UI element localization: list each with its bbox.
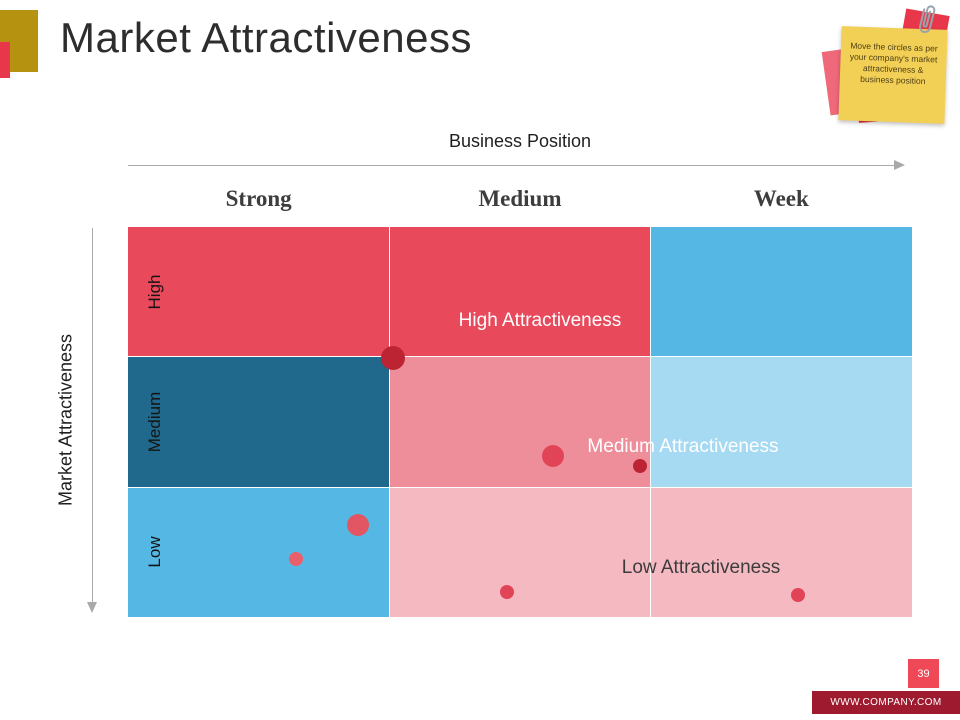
matrix-cell-high-strong: High: [128, 227, 389, 357]
sticky-note: Move the circles as per your company's m…: [838, 26, 948, 124]
page-number: 39: [908, 659, 939, 688]
row-label-high: High: [145, 274, 164, 310]
position-circle-3[interactable]: [633, 459, 647, 473]
position-circle-5[interactable]: [289, 552, 303, 566]
position-circle-1[interactable]: [381, 346, 405, 370]
y-axis-arrowhead-icon: [87, 602, 97, 613]
matrix-cell-medium-strong: Medium: [128, 357, 389, 487]
x-axis-line: [128, 165, 894, 166]
y-axis-title: Market Attractiveness: [55, 333, 76, 507]
matrix-cell-low-medium: [389, 487, 651, 617]
page-title: Market Attractiveness: [60, 14, 472, 61]
x-axis-arrowhead-icon: [894, 160, 905, 170]
column-header-strong: Strong: [225, 186, 292, 211]
column-headers: Strong Medium Week: [128, 186, 912, 212]
title-accent-red: [0, 42, 10, 78]
matrix-cell-high-medium: [389, 227, 651, 357]
position-circle-7[interactable]: [791, 588, 805, 602]
matrix-grid: High Medium Low: [128, 227, 912, 617]
position-circle-4[interactable]: [347, 514, 369, 536]
matrix-cell-low-strong: Low: [128, 487, 389, 617]
matrix: High Medium Low High Attractiveness Medium …: [128, 227, 912, 617]
row-label-low: Low: [145, 536, 164, 568]
footer-url: WWW.COMPANY.COM: [812, 691, 960, 714]
paperclip-icon: [919, 5, 936, 33]
row-label-medium: Medium: [145, 391, 164, 453]
matrix-cell-medium-week: [651, 357, 912, 487]
matrix-cell-low-week: [651, 487, 912, 617]
column-header-medium: Medium: [478, 186, 562, 211]
position-circle-2[interactable]: [542, 445, 564, 467]
position-circle-6[interactable]: [500, 585, 514, 599]
column-header-week: Week: [753, 186, 809, 211]
matrix-cell-medium-medium: [389, 357, 651, 487]
y-axis-line: [92, 228, 93, 602]
x-axis-title: Business Position: [448, 131, 592, 151]
matrix-cell-high-week: [651, 227, 912, 357]
